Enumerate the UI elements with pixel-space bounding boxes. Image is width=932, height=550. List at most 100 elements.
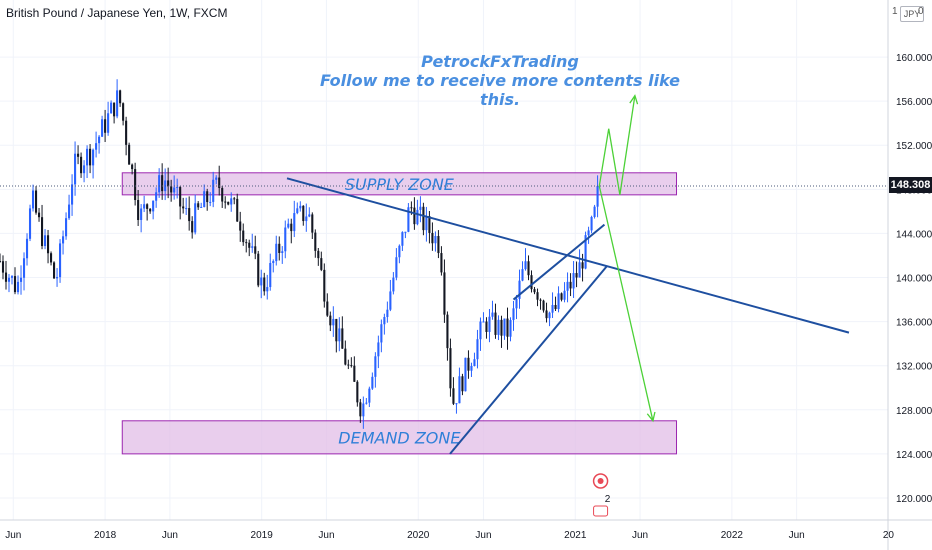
currency-badge[interactable]: JPY: [900, 6, 924, 22]
candle-body: [77, 153, 80, 157]
candle-body: [299, 205, 302, 209]
candle-body: [314, 232, 317, 251]
zones: SUPPLY ZONE DEMAND ZONE: [121, 172, 678, 455]
candle-body: [542, 300, 545, 311]
candle-body: [212, 179, 215, 202]
candle-body: [401, 232, 404, 246]
candles: [0, 79, 599, 429]
candle-body: [347, 364, 350, 366]
price-tick-label: 140.000: [896, 274, 932, 285]
candle-body: [368, 388, 371, 403]
candle-body: [449, 348, 452, 389]
price-tick-label: 156.000: [896, 97, 932, 108]
candle-body: [209, 201, 212, 203]
projections: [598, 94, 656, 423]
candle-body: [49, 253, 53, 263]
candle-body: [22, 258, 26, 278]
candle-body: [587, 230, 590, 236]
projection-path: [598, 95, 636, 195]
candle-body: [563, 290, 566, 300]
candle-body: [458, 376, 461, 404]
candle-body: [527, 261, 530, 276]
candle-body: [365, 402, 368, 404]
price-tick-label: 120.000: [896, 494, 932, 505]
time-tick-label: Jun: [475, 530, 491, 541]
currency-fragment-left: 1: [892, 6, 898, 17]
event-marker: 2: [592, 473, 611, 517]
candle-body: [221, 188, 224, 202]
candle-body: [7, 277, 11, 282]
candle-body: [395, 257, 398, 278]
candle-body: [497, 319, 500, 335]
candle-body: [455, 403, 458, 405]
candle-body: [269, 263, 272, 288]
candle-body: [182, 206, 185, 209]
candle-body: [152, 200, 155, 212]
candle-body: [338, 328, 341, 342]
candle-body: [569, 281, 572, 289]
candle-body: [251, 246, 254, 248]
candle-body: [413, 207, 416, 225]
candle-body: [104, 119, 107, 133]
candle-body: [125, 120, 128, 145]
candle-body: [37, 212, 41, 218]
candle-body: [19, 277, 23, 282]
candle-body: [473, 359, 476, 367]
demand-zone: [121, 420, 678, 455]
time-tick-label: Jun: [162, 530, 178, 541]
candle-body: [161, 175, 164, 192]
candle-body: [530, 275, 533, 290]
candle-body: [380, 324, 383, 343]
candle-body: [575, 273, 578, 278]
candle-body: [359, 402, 362, 417]
time-tick-label: 20: [883, 530, 895, 541]
event-marker-count: 2: [605, 494, 611, 505]
candle-body: [578, 262, 581, 278]
currency-fragment-right: 0: [918, 6, 924, 17]
candle-body: [554, 304, 557, 310]
candle-body: [107, 113, 110, 133]
candle-body: [443, 272, 446, 315]
candle-body: [581, 262, 584, 269]
time-tick-label: 2022: [721, 530, 744, 541]
candle-body: [551, 304, 554, 313]
candle-body: [140, 208, 143, 220]
candle-body: [194, 203, 197, 233]
projection-path: [598, 185, 654, 421]
supply-zone-label: SUPPLY ZONE: [345, 175, 455, 194]
candle-body: [482, 321, 485, 323]
candle-body: [65, 218, 68, 237]
candle-body: [533, 289, 536, 293]
candle-body: [335, 318, 338, 342]
candle-body: [146, 204, 149, 209]
candle-body: [46, 235, 50, 254]
candle-body: [257, 253, 260, 286]
candle-body: [43, 235, 47, 247]
candle-body: [245, 242, 248, 244]
candle-body: [266, 287, 269, 292]
candle-body: [362, 403, 365, 417]
candle-body: [518, 280, 521, 299]
candle-body: [428, 216, 431, 233]
candle-body: [215, 177, 218, 180]
trendlines: [0, 177, 888, 455]
candle-body: [410, 207, 413, 209]
candle-body: [74, 153, 77, 185]
candle-body: [521, 269, 524, 281]
time-tick-label: Jun: [632, 530, 648, 541]
candle-body: [173, 187, 176, 193]
price-tick-label: 124.000: [896, 450, 932, 461]
candle-body: [128, 144, 131, 165]
candle-body: [89, 148, 92, 166]
candle-body: [272, 261, 275, 264]
candle-body: [137, 200, 140, 220]
candle-body: [119, 90, 122, 104]
candle-body: [113, 102, 116, 117]
candle-body: [131, 164, 134, 170]
candle-body: [512, 308, 515, 321]
time-tick-label: Jun: [789, 530, 805, 541]
candle-body: [236, 198, 239, 222]
price-tick-label: 132.000: [896, 362, 932, 373]
candle-body: [350, 365, 353, 367]
candle-body: [233, 198, 236, 200]
